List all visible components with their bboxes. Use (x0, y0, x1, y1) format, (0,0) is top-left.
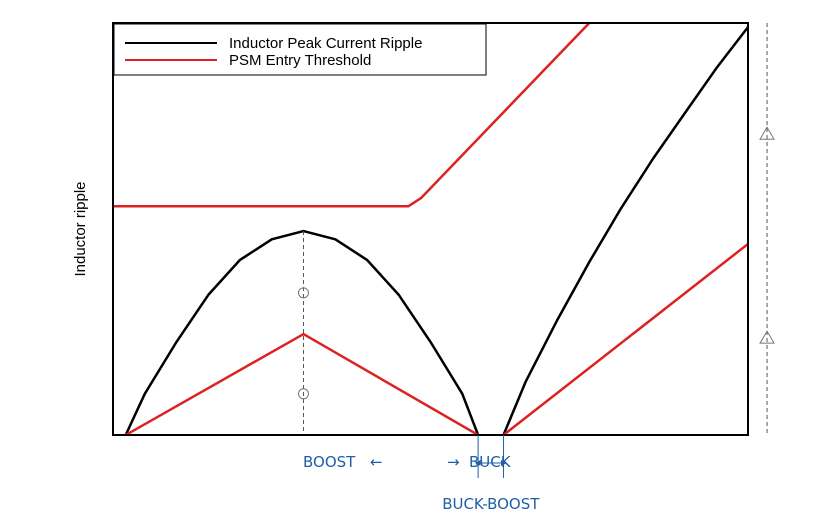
legend-label-psm: PSM Entry Threshold (229, 52, 371, 69)
guide-lines (298, 23, 775, 435)
boost-arrow: ← (370, 453, 383, 471)
legend-label-ripple: Inductor Peak Current Ripple (229, 35, 422, 52)
guide-0-circle-marker-0 (298, 287, 309, 299)
series-1-segment-0 (113, 23, 592, 208)
buck-boost-range (474, 435, 507, 478)
guide-1-triangle-marker-1 (759, 330, 775, 344)
legend: Inductor Peak Current Ripple PSM Entry T… (113, 23, 487, 76)
guide-0-circle-marker-1 (298, 388, 309, 400)
buck-arrow: → (447, 453, 460, 471)
buck-boost-label: BUCK-BOOST (442, 495, 540, 513)
buck-label: BUCK (469, 453, 512, 471)
boost-label: BOOST (303, 453, 356, 471)
series-0-segment-1 (502, 25, 748, 435)
plot-frame (112, 22, 749, 436)
legend-box (113, 23, 487, 76)
y-axis-label: Inductor ripple (72, 181, 89, 276)
series-1-segment-2 (502, 242, 748, 435)
series-1-segment-1 (125, 332, 479, 435)
guide-1-triangle-marker-0 (759, 126, 775, 140)
